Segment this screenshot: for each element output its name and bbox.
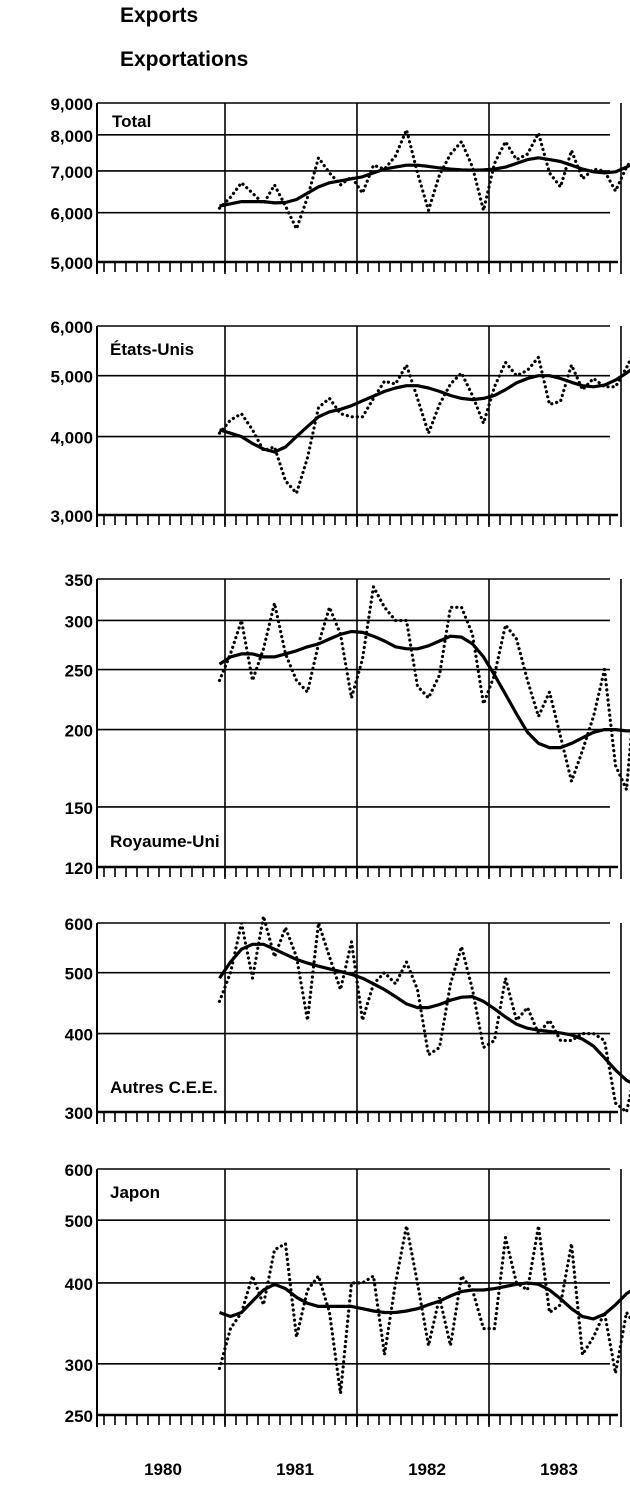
y-tick-label: 3,000 bbox=[50, 507, 93, 526]
y-tick-label: 200 bbox=[65, 722, 93, 741]
y-tick-label: 400 bbox=[65, 1026, 93, 1045]
y-tick-label: 300 bbox=[65, 1104, 93, 1123]
y-tick-label: 250 bbox=[65, 1407, 93, 1426]
y-tick-label: 120 bbox=[65, 859, 93, 878]
y-tick-label: 5,000 bbox=[50, 254, 93, 273]
series-line-trend-solid bbox=[218, 942, 630, 1084]
series-line-trend-solid bbox=[219, 156, 630, 208]
series-line-monthly-dotted bbox=[217, 353, 630, 497]
x-year-label: 1981 bbox=[276, 1460, 314, 1479]
y-tick-label: 4,000 bbox=[50, 429, 93, 448]
y-tick-label: 250 bbox=[65, 662, 93, 681]
y-tick-label: 9,000 bbox=[50, 95, 93, 114]
y-tick-label: 500 bbox=[65, 1212, 93, 1231]
series-line-monthly-dotted bbox=[217, 915, 630, 1115]
y-tick-label: 350 bbox=[65, 571, 93, 590]
x-year-label: 1982 bbox=[408, 1460, 446, 1479]
y-tick-label: 6,000 bbox=[50, 318, 93, 337]
chart-title-en: Exports bbox=[120, 4, 199, 27]
x-year-label: 1983 bbox=[540, 1460, 578, 1479]
panel-label: Autres C.E.E. bbox=[110, 1078, 218, 1097]
y-tick-label: 300 bbox=[65, 612, 93, 631]
series-line-trend-solid bbox=[218, 629, 630, 750]
y-tick-label: 7,000 bbox=[50, 163, 93, 182]
y-tick-label: 600 bbox=[65, 1161, 93, 1180]
panel-label: Royaume-Uni bbox=[110, 832, 220, 851]
y-tick-label: 150 bbox=[65, 799, 93, 818]
x-year-label: 1980 bbox=[144, 1460, 182, 1479]
y-tick-label: 300 bbox=[65, 1356, 93, 1375]
panel-label: États-Unis bbox=[110, 340, 194, 359]
y-tick-label: 600 bbox=[65, 915, 93, 934]
y-tick-label: 6,000 bbox=[50, 205, 93, 224]
series-line-monthly-dotted bbox=[217, 124, 630, 234]
series-line-monthly-dotted bbox=[217, 1225, 630, 1394]
panel-label: Total bbox=[112, 112, 151, 131]
panel-label: Japon bbox=[110, 1183, 160, 1202]
series-line-trend-solid bbox=[219, 368, 630, 454]
series-line-trend-solid bbox=[218, 1281, 630, 1321]
y-tick-label: 400 bbox=[65, 1275, 93, 1294]
y-tick-label: 8,000 bbox=[50, 127, 93, 146]
series-line-monthly-dotted bbox=[217, 581, 630, 796]
chart-title-fr: Exportations bbox=[120, 48, 249, 71]
y-tick-label: 500 bbox=[65, 965, 93, 984]
y-tick-label: 5,000 bbox=[50, 368, 93, 387]
